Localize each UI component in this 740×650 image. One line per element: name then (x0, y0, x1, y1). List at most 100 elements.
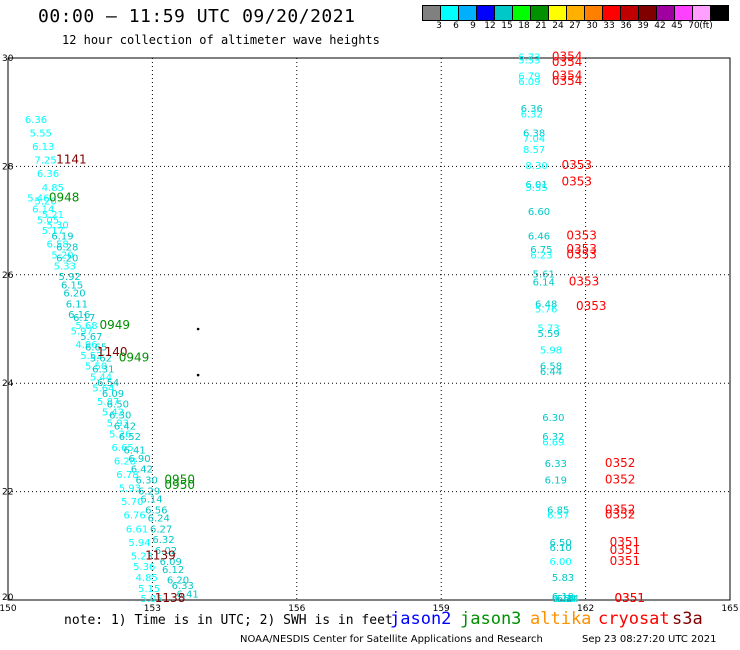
swh-value: 5.52 (80, 351, 102, 362)
swh-value: 6.14 (32, 204, 54, 215)
time-label: 0353 (566, 229, 597, 243)
swh-value: 5.42 (102, 408, 124, 419)
legend-label: 9 (470, 21, 476, 31)
swh-value: 6.90 (128, 454, 150, 465)
time-label: 0352 (605, 502, 636, 516)
swh-value: 6.33 (172, 581, 194, 592)
swh-value: 6.14 (533, 278, 555, 289)
time-label: 0950 (164, 472, 195, 486)
y-tick-label: 28 (2, 162, 14, 172)
swh-value: 6.60 (528, 207, 550, 218)
legend-label: 39 (637, 21, 649, 31)
swh-value: 6.44 (540, 367, 562, 378)
satellite-name: cryosat (598, 609, 670, 629)
swh-value: 6.09 (518, 77, 540, 88)
swh-value: 6.20 (167, 576, 189, 587)
satellite-name: jason2 (390, 609, 452, 629)
time-label: 0353 (576, 299, 607, 313)
swh-value: 6.12 (162, 565, 184, 576)
swh-value: 5.98 (540, 345, 562, 356)
swh-value: 6.65 (111, 443, 133, 454)
swh-value: 6.30 (109, 410, 131, 421)
swh-value: 6.32 (521, 110, 543, 121)
y-tick-label: 26 (2, 271, 14, 281)
time-label: 1139 (145, 548, 176, 562)
swh-value: 5.62 (90, 354, 112, 365)
swh-value: 6.75 (530, 245, 552, 256)
swh-value: 6.76 (124, 511, 146, 522)
generation-timestamp: Sep 23 08:27:20 UTC 2021 (582, 634, 717, 645)
color-legend (422, 5, 729, 21)
swh-value: 5.36 (133, 562, 155, 573)
credit-text: NOAA/NESDIS Center for Satellite Applica… (240, 634, 543, 645)
swh-value: 6.31 (92, 364, 114, 375)
legend-label: 12 (484, 21, 496, 31)
swh-value: 6.10 (550, 543, 572, 554)
swh-value: 6.48 (535, 299, 557, 310)
time-label: 0354 (552, 69, 583, 83)
swh-value: 6.23 (530, 251, 552, 262)
swh-value: 5.44 (90, 372, 112, 383)
swh-value: 6.00 (550, 557, 572, 568)
legend-label: 36 (620, 21, 632, 31)
legend-label: 27 (569, 21, 581, 31)
legend-label: (ft) (699, 21, 713, 31)
legend-label: 42 (654, 21, 666, 31)
time-label: 1141 (56, 153, 87, 167)
swh-value: 6.30 (136, 475, 158, 486)
swh-value: 6.09 (160, 557, 182, 568)
swh-value: 4.85 (136, 573, 158, 584)
time-label: 0354 (552, 74, 583, 88)
swh-value: 5.92 (59, 272, 81, 283)
swh-value: 6.85 (547, 505, 569, 516)
swh-value: 7.04 (523, 134, 545, 145)
swh-value: 8.57 (523, 145, 545, 156)
swh-value: 5.70 (121, 497, 143, 508)
y-tick-label: 20 (2, 593, 14, 603)
time-label: 0353 (566, 242, 597, 256)
legend-label: 33 (603, 21, 615, 31)
swh-value: 6.38 (523, 129, 545, 140)
time-label: 0948 (49, 191, 80, 205)
time-label: 0351 (610, 554, 641, 568)
swh-value: 5.61 (533, 270, 555, 281)
swh-value: 6.26 (554, 594, 576, 605)
swh-value: 6.33 (545, 459, 567, 470)
swh-value: 6.19 (552, 592, 574, 603)
swh-value: 6.42 (114, 421, 136, 432)
x-tick-label: 165 (721, 604, 738, 614)
swh-value: 6.41 (124, 446, 146, 457)
swh-value: 6.20 (63, 288, 85, 299)
swh-value: 4.96 (75, 340, 97, 351)
swh-value: 6.32 (152, 535, 174, 546)
swh-value: 6.02 (155, 546, 177, 557)
swh-value: 6.56 (145, 505, 167, 516)
swh-value: 5.94 (128, 538, 150, 549)
time-label: 0353 (562, 174, 593, 188)
swh-value: 6.16 (68, 310, 90, 321)
swh-value: 5.20 (51, 251, 73, 262)
page-subtitle: 12 hour collection of altimeter wave hei… (62, 33, 380, 47)
swh-value: 5.17 (42, 226, 64, 237)
swh-value: 6.28 (56, 242, 78, 253)
y-tick-label: 24 (2, 379, 14, 389)
swh-value: 6.32 (542, 432, 564, 443)
swh-value: 6.28 (114, 457, 136, 468)
time-label: 0352 (605, 508, 636, 522)
swh-value: 6.09 (102, 389, 124, 400)
swh-value: 6.54 (554, 594, 576, 605)
swh-value: 5.55 (30, 129, 52, 140)
swh-value: 6.58 (540, 362, 562, 373)
swh-value: 6.58 (47, 240, 69, 251)
swh-value: 5.46 (27, 194, 49, 205)
wave-points: 6.365.556.137.256.364.855.465.206.145.21… (25, 50, 645, 605)
satellite-name: s3a (672, 609, 703, 629)
swh-value: 6.61 (126, 524, 148, 535)
time-label: 0353 (566, 248, 597, 262)
map-frame (7, 57, 731, 601)
swh-value: 5.73 (537, 324, 559, 335)
swh-value: 6.50 (550, 538, 572, 549)
swh-value: 6.42 (131, 465, 153, 476)
swh-value: 5.26 (109, 429, 131, 440)
y-tick-label: 30 (2, 54, 14, 64)
